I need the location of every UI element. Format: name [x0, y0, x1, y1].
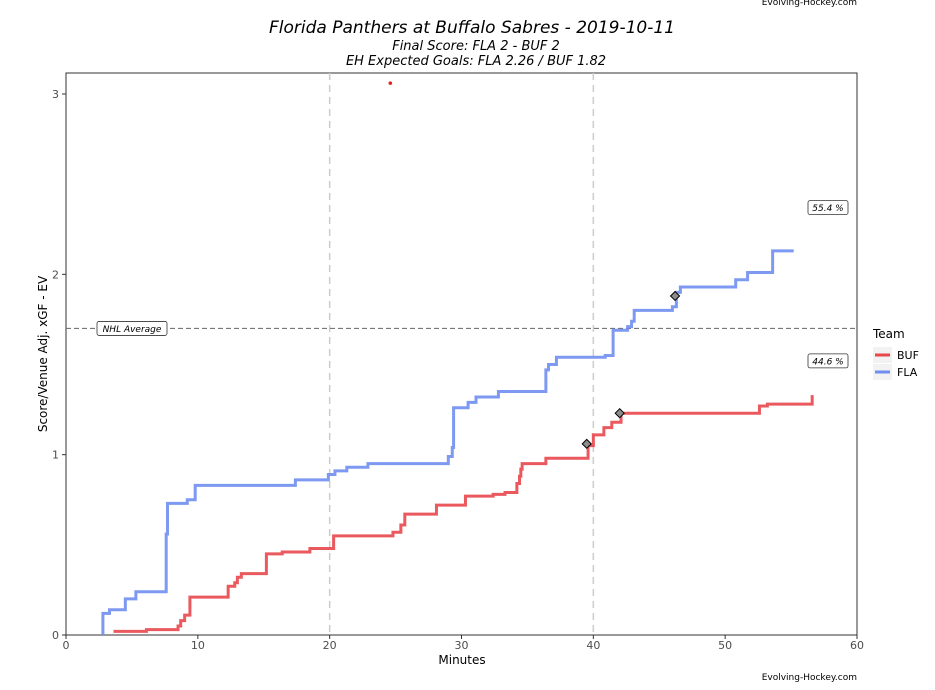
- goal-marker-fla-0: [669, 290, 681, 302]
- nhl-average-label: NHL Average: [103, 325, 162, 335]
- period-lines: [328, 73, 595, 635]
- x-tick-label-20: 20: [323, 639, 337, 652]
- legend: Team BUF FLA: [872, 327, 919, 380]
- y-tick-label-2: 2: [52, 268, 59, 281]
- goal-marker-buf-1: [614, 407, 625, 419]
- legend-label-buf: BUF: [897, 349, 919, 362]
- share-label-box-fla: [807, 200, 849, 216]
- outlier-point: [388, 81, 393, 85]
- share-labels: 44.6 % 55.4 %: [807, 200, 849, 369]
- x-tick-label-50: 50: [718, 639, 732, 652]
- chart-subtitle-score: Final Score: FLA 2 - BUF 2: [392, 39, 560, 54]
- chart-subtitle-xg: EH Expected Goals: FLA 2.26 / BUF 1.82: [346, 54, 606, 69]
- credit-top: Evolving-Hockey.com: [762, 0, 857, 8]
- x-tick-label-40: 40: [586, 639, 600, 652]
- series-lines: [101, 249, 814, 635]
- series-line-fla: [101, 249, 794, 635]
- x-axis-title: Minutes: [438, 653, 485, 667]
- chart-title: Florida Panthers at Buffalo Sabres - 201…: [269, 18, 675, 38]
- share-label-fla: 55.4 %: [812, 204, 843, 214]
- x-tick-label-30: 30: [455, 639, 469, 652]
- plot-panel: [65, 72, 858, 636]
- credit-bottom: Evolving-Hockey.com: [762, 673, 857, 683]
- x-tick-label-60: 60: [850, 639, 864, 652]
- share-label-buf: 44.6 %: [812, 357, 843, 367]
- y-tick-label-3: 3: [52, 88, 59, 101]
- share-label-box-buf: [807, 353, 849, 369]
- nhl-average-line: NHL Average: [66, 321, 857, 336]
- series-line-buf: [113, 395, 814, 633]
- y-axis-title: Score/Venue Adj. xGF - EV: [36, 275, 50, 432]
- nhl-average-label-box: [96, 321, 168, 336]
- x-tick-label-0: 0: [63, 639, 70, 652]
- legend-label-fla: FLA: [897, 366, 918, 379]
- goal-marker-buf-0: [581, 438, 592, 450]
- y-tick-label-0: 0: [52, 629, 59, 642]
- goal-markers: [388, 81, 681, 450]
- axes: 0 10 20 30 40 50 60 0 1 2 3: [52, 88, 864, 652]
- legend-title: Team: [872, 327, 905, 341]
- y-tick-label-1: 1: [52, 449, 59, 462]
- x-tick-label-10: 10: [191, 639, 205, 652]
